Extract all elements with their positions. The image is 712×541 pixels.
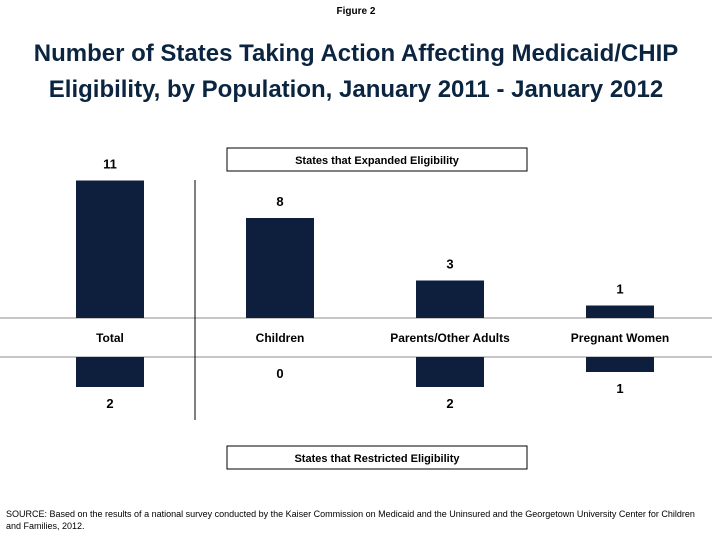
expanded-value-pregnant-women: 1 [616, 282, 623, 297]
expanded-bar-total [76, 180, 144, 318]
figure-label: Figure 2 [336, 6, 376, 17]
expanded-value-total: 11 [103, 157, 117, 172]
category-label-pregnant-women: Pregnant Women [571, 331, 669, 345]
restricted-value-children: 0 [276, 366, 283, 381]
expanded-bar-pregnant-women [586, 305, 654, 318]
restricted-bar-pregnant-women [586, 357, 654, 372]
category-label-total: Total [96, 331, 124, 345]
restricted-value-pregnant-women: 1 [616, 381, 623, 396]
expanded-bar-children [246, 218, 314, 318]
restricted-bar-parents-other-adults [416, 357, 484, 387]
restricted-value-parents-other-adults: 2 [446, 396, 453, 411]
chart-title: Number of States Taking Action Affecting… [10, 36, 702, 108]
category-label-parents-other-adults: Parents/Other Adults [390, 331, 510, 345]
category-label-children: Children [256, 331, 305, 345]
title-line-1: Number of States Taking Action Affecting… [33, 40, 679, 67]
legend-restricted-label: States that Restricted Eligibility [294, 453, 460, 465]
restricted-bar-total [76, 357, 144, 387]
restricted-value-total: 2 [106, 396, 113, 411]
legend-expanded-label: States that Expanded Eligibility [295, 155, 460, 167]
legend-expanded-box [226, 147, 528, 172]
legend-restricted-box [226, 445, 528, 470]
expanded-value-parents-other-adults: 3 [446, 257, 453, 272]
expanded-bar-parents-other-adults [416, 280, 484, 318]
expanded-value-children: 8 [276, 194, 283, 209]
title-line-2: Eligibility, by Population, January 2011… [48, 76, 664, 103]
source-note: SOURCE: Based on the results of a nation… [6, 509, 695, 531]
